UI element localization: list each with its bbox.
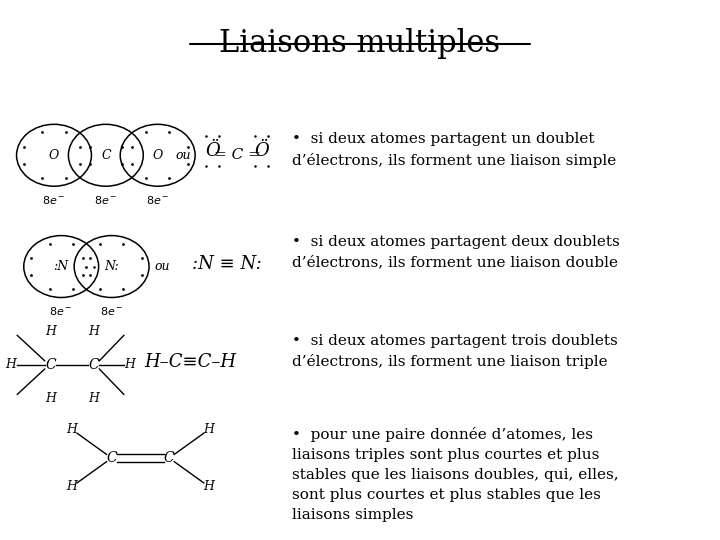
Text: :N: :N — [53, 260, 69, 273]
Text: H: H — [88, 325, 99, 338]
Text: C: C — [101, 148, 111, 162]
Text: ou: ou — [176, 148, 192, 162]
Text: = C =: = C = — [214, 148, 261, 162]
Text: H: H — [5, 359, 17, 372]
Text: H: H — [45, 325, 56, 338]
Text: H: H — [66, 480, 78, 493]
Text: O: O — [49, 148, 59, 162]
Text: C: C — [164, 451, 174, 465]
Text: •  pour une paire donnée d’atomes, les
liaisons triples sont plus courtes et plu: • pour une paire donnée d’atomes, les li… — [292, 427, 618, 522]
Text: $8e^-$: $8e^-$ — [94, 194, 117, 206]
Text: Ö: Ö — [254, 142, 269, 160]
Text: H: H — [203, 423, 215, 436]
Text: $8e^-$: $8e^-$ — [42, 194, 66, 206]
Text: H: H — [124, 359, 135, 372]
Text: ou: ou — [154, 260, 170, 273]
Text: •  si deux atomes partagent un doublet
d’électrons, ils forment une liaison simp: • si deux atomes partagent un doublet d’… — [292, 132, 616, 167]
Text: H: H — [66, 423, 78, 436]
Text: $8e^-$: $8e^-$ — [50, 305, 73, 318]
Text: C: C — [45, 358, 55, 372]
Text: $8e^-$: $8e^-$ — [146, 194, 169, 206]
Text: H: H — [203, 480, 215, 493]
Text: O: O — [153, 148, 163, 162]
Text: •  si deux atomes partagent trois doublets
d’électrons, ils forment une liaison : • si deux atomes partagent trois doublet… — [292, 334, 617, 369]
Text: H–C≡C–H: H–C≡C–H — [145, 353, 237, 372]
Text: N:: N: — [104, 260, 119, 273]
Text: H: H — [88, 392, 99, 405]
Text: :N ≡ N:: :N ≡ N: — [192, 255, 261, 273]
Text: $8e^-$: $8e^-$ — [100, 305, 123, 318]
Text: C: C — [89, 358, 99, 372]
Text: H: H — [45, 392, 56, 405]
Text: C: C — [107, 451, 117, 465]
Text: Liaisons multiples: Liaisons multiples — [220, 29, 500, 59]
Text: •  si deux atomes partagent deux doublets
d’électrons, ils forment une liaison d: • si deux atomes partagent deux doublets… — [292, 235, 619, 269]
Text: Ö: Ö — [205, 142, 220, 160]
